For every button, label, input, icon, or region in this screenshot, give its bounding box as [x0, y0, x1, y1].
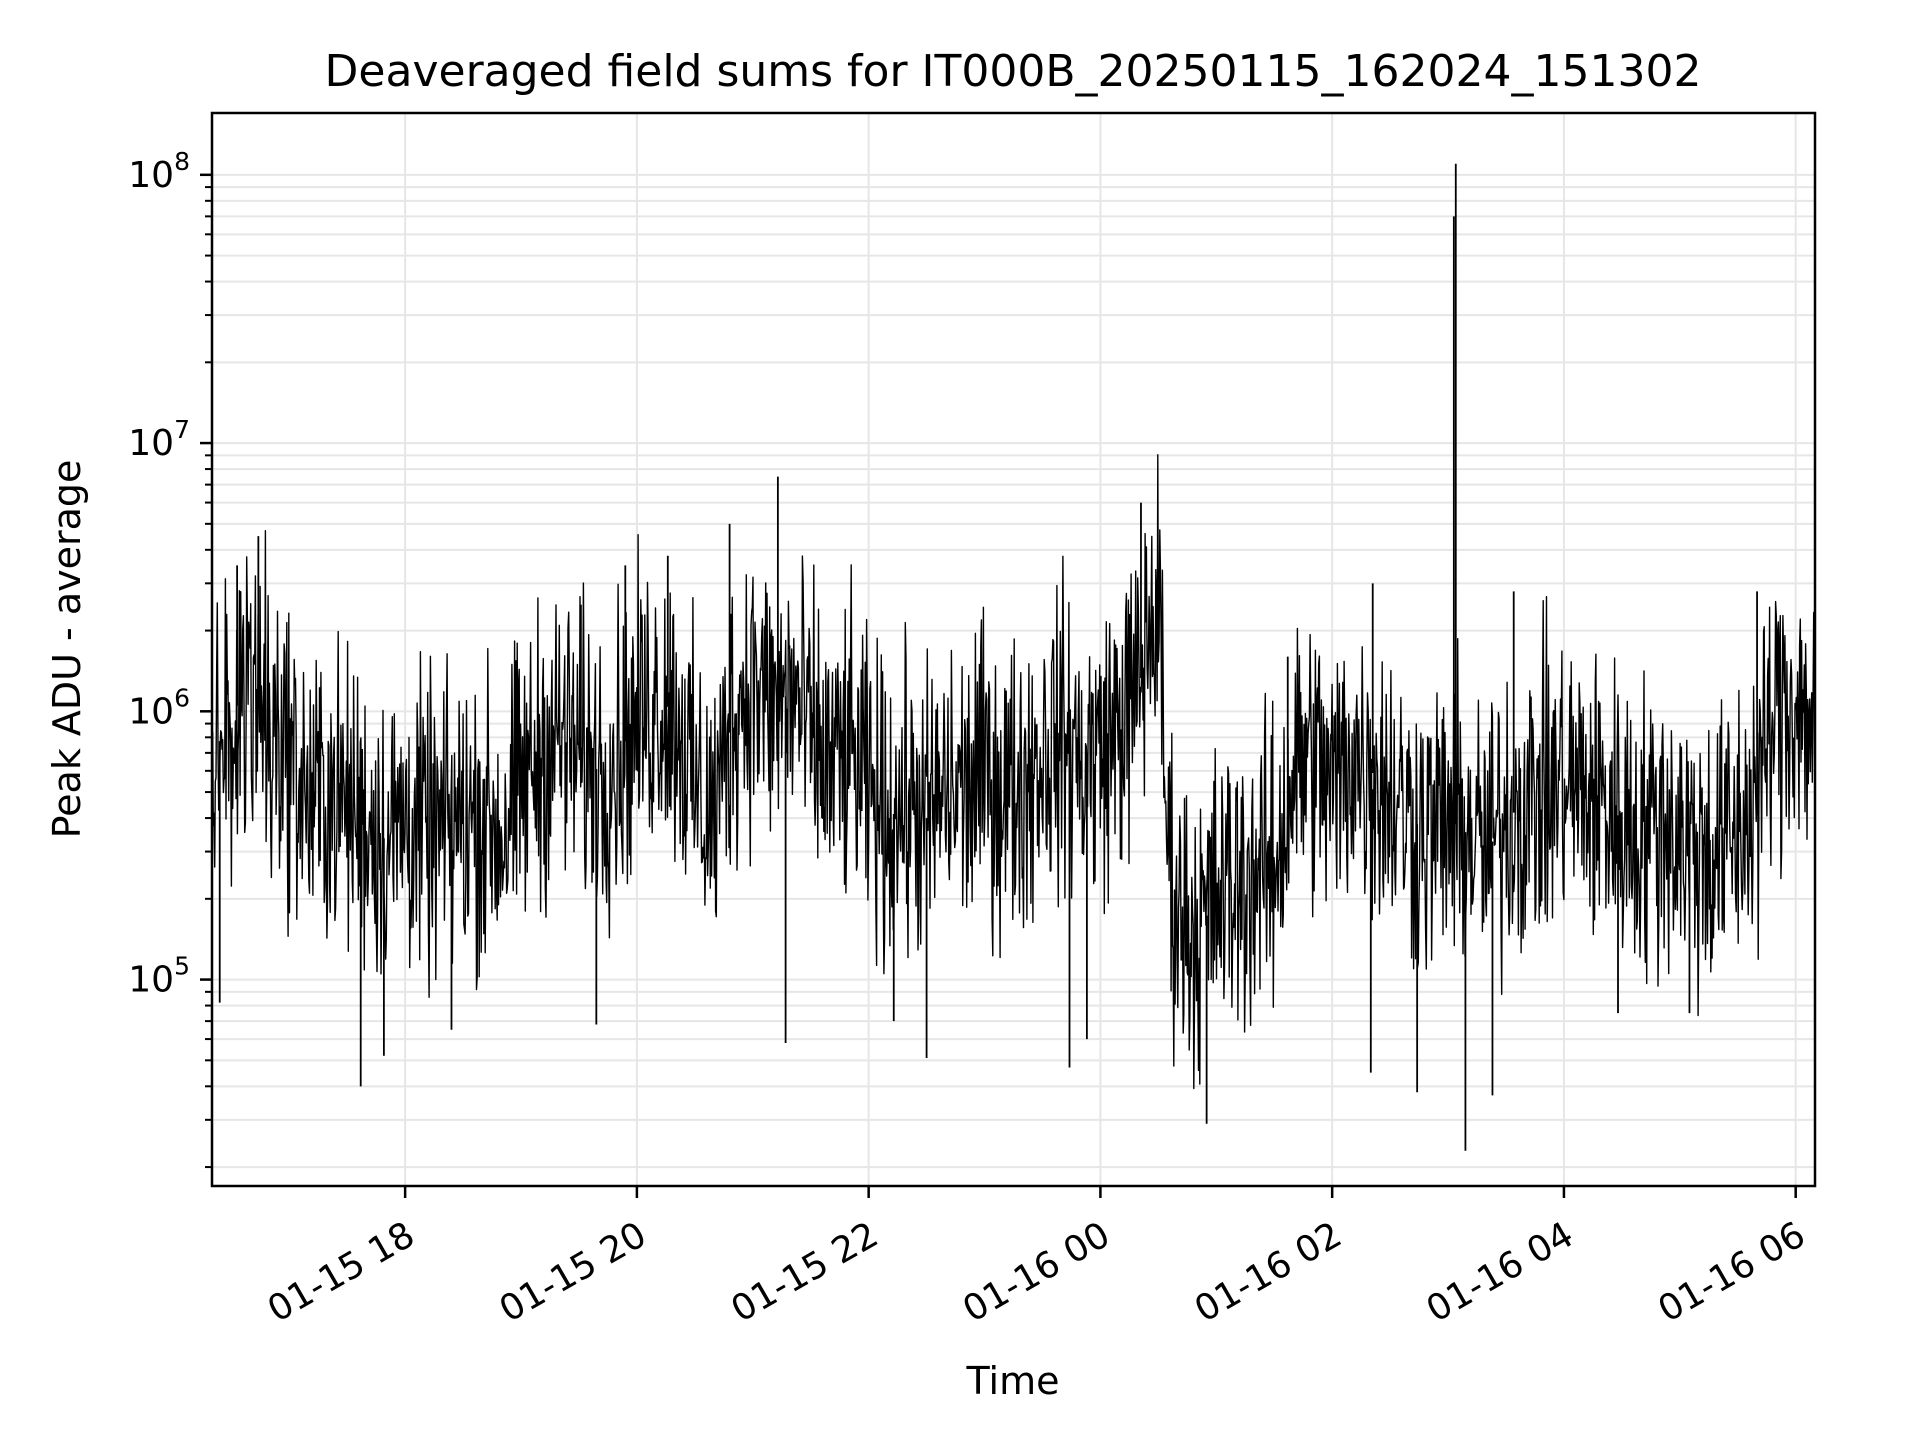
y-tick-label: 107	[128, 415, 190, 464]
series-line	[211, 454, 1816, 1090]
plot-frame	[210, 111, 1817, 1188]
series-layer	[211, 163, 1816, 1151]
x-axis-label: Time	[966, 1359, 1060, 1403]
y-axis-label: Peak ADU - average	[45, 460, 89, 839]
y-tick-label: 105	[128, 952, 190, 1001]
chart-title: Deaveraged field sums for IT000B_2025011…	[325, 46, 1702, 97]
y-tick-label: 108	[128, 147, 190, 196]
y-axis: 105 106 107 108	[128, 147, 212, 1169]
y-tick-label: 106	[128, 683, 190, 732]
